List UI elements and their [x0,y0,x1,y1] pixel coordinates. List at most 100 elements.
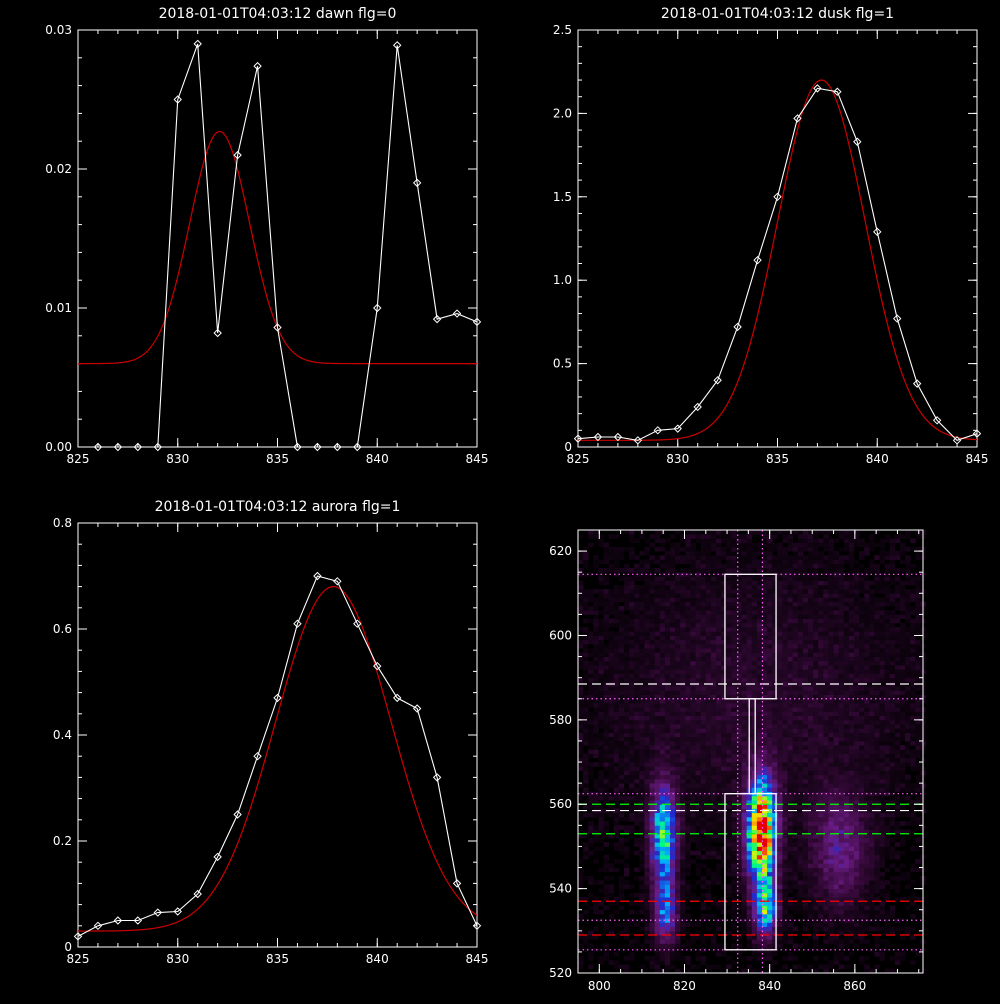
heatmap-cell [752,737,758,742]
heatmap-cell [818,598,824,603]
heatmap-cell [696,669,702,674]
heatmap-cell [660,868,666,873]
heatmap-cell [777,631,783,636]
heatmap-cell [772,834,778,839]
heatmap-cell [767,602,773,607]
heatmap-cell [798,787,804,792]
heatmap-cell [701,842,707,847]
heatmap-cell [598,619,604,624]
heatmap-cell [772,901,778,906]
heatmap-cell [752,880,758,885]
heatmap-cell [644,610,650,615]
heatmap-cell [803,884,809,889]
heatmap-cell [767,538,773,543]
heatmap-cell [793,543,799,548]
heatmap-cell [813,699,819,704]
heatmap-cell [634,576,640,581]
heatmap-cell [706,598,712,603]
heatmap-cell [721,779,727,784]
x-tick-label: 840 [366,952,389,966]
heatmap-cell [813,678,819,683]
heatmap-cell [747,846,753,851]
heatmap-cell [731,555,737,560]
heatmap-cell [823,922,829,927]
heatmap-cell [614,825,620,830]
heatmap-cell [685,796,691,801]
heatmap-cell [772,884,778,889]
heatmap-cell [680,825,686,830]
heatmap-cell [747,581,753,586]
heatmap-cell [716,754,722,759]
heatmap-cell [726,838,732,843]
heatmap-cell [711,821,717,826]
heatmap-cell [823,614,829,619]
heatmap-cell [706,758,712,763]
heatmap-cell [747,619,753,624]
heatmap-cell [747,817,753,822]
heatmap-cell [706,737,712,742]
heatmap-cell [639,868,645,873]
heatmap-cell [823,901,829,906]
heatmap-cell [798,943,804,948]
heatmap-cell [742,922,748,927]
heatmap-cell [818,576,824,581]
heatmap-cell [742,821,748,826]
heatmap-cell [726,707,732,712]
heatmap-cell [604,678,610,683]
heatmap-cell [716,602,722,607]
heatmap-cell [818,720,824,725]
heatmap-cell [675,851,681,856]
heatmap-cell [614,560,620,565]
heatmap-cell [675,669,681,674]
heatmap-cell [706,669,712,674]
heatmap-cell [578,956,584,961]
heatmap-cell [803,851,809,856]
heatmap-cell [767,914,773,919]
heatmap-cell [614,834,620,839]
heatmap-cell [716,623,722,628]
heatmap-cell [711,724,717,729]
heatmap-cell [782,846,788,851]
heatmap-cell [619,787,625,792]
heatmap-cell [828,560,834,565]
heatmap-cell [726,851,732,856]
heatmap-cell [604,631,610,636]
heatmap-cell [757,560,763,565]
heatmap-cell [593,560,599,565]
heatmap-cell [665,648,671,653]
heatmap-cell [777,678,783,683]
heatmap-cell [583,901,589,906]
heatmap-cell [818,614,824,619]
heatmap-cell [604,868,610,873]
heatmap-cell [675,716,681,721]
heatmap-cell [650,960,656,965]
heatmap-cell [593,711,599,716]
heatmap-cell [665,783,671,788]
heatmap-cell [834,720,840,725]
heatmap-cell [706,555,712,560]
heatmap-cell [793,863,799,868]
heatmap-cell [578,813,584,818]
heatmap-cell [670,842,676,847]
heatmap-cell [772,813,778,818]
heatmap-cell [675,922,681,927]
heatmap-cell [828,868,834,873]
heatmap-cell [828,842,834,847]
heatmap-cell [757,939,763,944]
heatmap-cell [685,766,691,771]
heatmap-cell [823,576,829,581]
heatmap-cell [644,876,650,881]
heatmap-cell [777,749,783,754]
heatmap-cell [644,733,650,738]
heatmap-cell [650,555,656,560]
heatmap-cell [604,610,610,615]
heatmap-cell [701,669,707,674]
heatmap-cell [680,640,686,645]
heatmap-cell [828,825,834,830]
heatmap-cell [675,657,681,662]
heatmap-cell [726,808,732,813]
heatmap-cell [588,648,594,653]
heatmap-cell [788,787,794,792]
heatmap-cell [675,720,681,725]
heatmap-cell [823,602,829,607]
